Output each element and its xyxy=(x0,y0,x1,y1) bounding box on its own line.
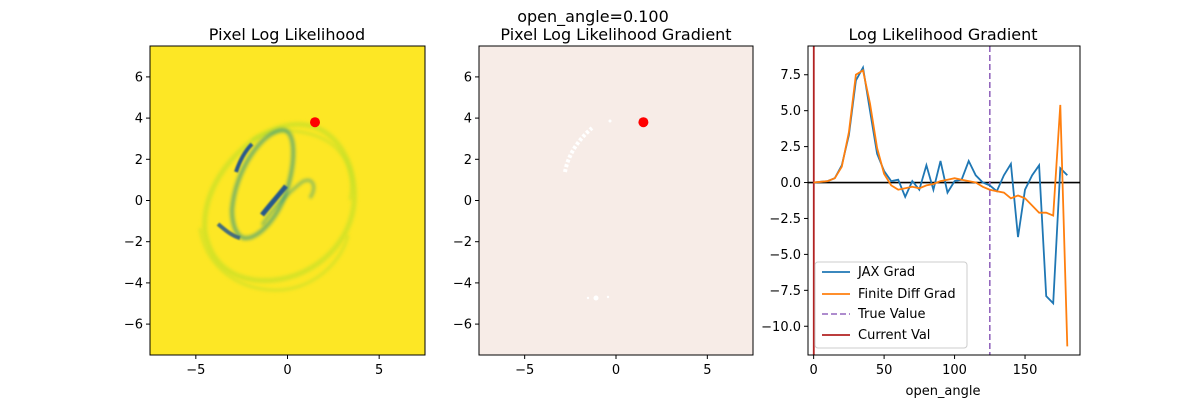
panel2-current-marker xyxy=(638,117,649,128)
y-tick-label: −2 xyxy=(453,235,472,250)
y-tick-label: −2 xyxy=(124,235,143,250)
x-tick-label: 50 xyxy=(876,363,893,378)
legend-box xyxy=(814,261,968,349)
y-tick-label: 0 xyxy=(464,194,472,209)
x-tick-label: 150 xyxy=(1013,363,1038,378)
panel3-title: Log Likelihood Gradient xyxy=(848,25,1037,44)
y-tick-label: 2 xyxy=(135,153,143,168)
legend-label-true-value: True Value xyxy=(857,307,925,322)
heatmap-inner-arc xyxy=(260,178,316,226)
y-tick-label: 0.0 xyxy=(780,176,801,191)
y-tick-label: 4 xyxy=(135,112,143,127)
panel3-frame xyxy=(807,45,1081,356)
legend-label-current-val: Current Val xyxy=(858,328,930,343)
panel1-y-ticks: 6 4 2 0 −2 −4 −6 xyxy=(124,70,150,333)
panel1-x-ticks: −5 0 5 xyxy=(186,355,383,378)
heatmap-ring-outer xyxy=(202,121,357,284)
x-tick-label: 0 xyxy=(612,363,620,378)
panel-pixel-log-likelihood: Pixel Log Likelihood −5 0 5 6 4 2 0 −2 −4 −6 xyxy=(124,25,426,378)
panel3-y-ticks: 7.5 5.0 2.5 0.0 −2.5 −5.0 −7.5 −10.0 xyxy=(761,68,808,335)
panel2-gradient-structure xyxy=(563,119,612,301)
y-tick-label: −5.0 xyxy=(769,248,801,263)
heatmap-ellipse xyxy=(229,128,296,241)
y-tick-label: 6 xyxy=(135,70,143,85)
heatmap-dark-streak-lower xyxy=(216,222,241,240)
y-tick-label: −6 xyxy=(453,318,472,333)
panel1-heatmap-background xyxy=(150,46,425,355)
gradient-white-dot xyxy=(586,296,590,300)
x-tick-label: 5 xyxy=(703,363,711,378)
panel3-x-axis-label: open_angle xyxy=(905,384,980,399)
x-tick-label: 0 xyxy=(809,363,817,378)
x-tick-label: −5 xyxy=(515,363,534,378)
panel1-title: Pixel Log Likelihood xyxy=(209,25,365,44)
x-tick-label: 5 xyxy=(375,363,383,378)
y-tick-label: −6 xyxy=(124,318,143,333)
y-tick-label: 7.5 xyxy=(780,68,801,83)
x-tick-label: −5 xyxy=(186,363,205,378)
legend-label-jax-grad: JAX Grad xyxy=(857,265,915,280)
y-tick-label: −2.5 xyxy=(769,212,801,227)
panel2-y-ticks: 6 4 2 0 −2 −4 −6 xyxy=(453,70,479,333)
y-tick-label: 4 xyxy=(464,112,472,127)
panel2-x-ticks: −5 0 5 xyxy=(515,355,711,378)
y-tick-label: 0 xyxy=(135,194,143,209)
heatmap-dark-streak-upper xyxy=(234,142,254,173)
legend: JAX Grad Finite Diff Grad True Value Cur… xyxy=(814,261,968,349)
y-tick-label: 2 xyxy=(464,153,472,168)
x-tick-label: 100 xyxy=(942,363,967,378)
panel3-x-ticks: 0 50 100 150 xyxy=(809,355,1037,378)
series-line-finite-diff-grad xyxy=(813,68,1069,347)
panel2-heatmap-background xyxy=(479,46,753,355)
heatmap-dark-streak-center xyxy=(260,184,288,217)
figure-suptitle: open_angle=0.100 xyxy=(517,7,669,27)
gradient-white-dot xyxy=(593,295,599,301)
y-tick-label: −10.0 xyxy=(761,320,801,335)
y-tick-label: −4 xyxy=(453,276,472,291)
gradient-white-dot xyxy=(606,295,610,299)
panel2-title: Pixel Log Likelihood Gradient xyxy=(500,25,731,44)
y-tick-label: 6 xyxy=(464,70,472,85)
panel1-heatmap-structure xyxy=(198,121,357,292)
panel1-current-marker xyxy=(310,117,320,128)
gradient-white-dot xyxy=(608,119,612,123)
legend-label-finite-diff-grad: Finite Diff Grad xyxy=(858,287,956,302)
y-tick-label: 2.5 xyxy=(780,140,801,155)
gradient-white-arc xyxy=(563,126,594,173)
y-tick-label: −7.5 xyxy=(769,284,801,299)
panel-log-likelihood-gradient: Log Likelihood Gradient 0 50 100 150 7.5 5.0… xyxy=(761,25,1081,399)
panel-pixel-log-likelihood-gradient: Pixel Log Likelihood Gradient −5 0 5 6420−… xyxy=(453,25,754,378)
y-tick-label: −4 xyxy=(124,276,143,291)
y-tick-label: 5.0 xyxy=(780,104,801,119)
x-tick-label: 0 xyxy=(283,363,291,378)
heatmap-ring-lower xyxy=(198,227,350,292)
